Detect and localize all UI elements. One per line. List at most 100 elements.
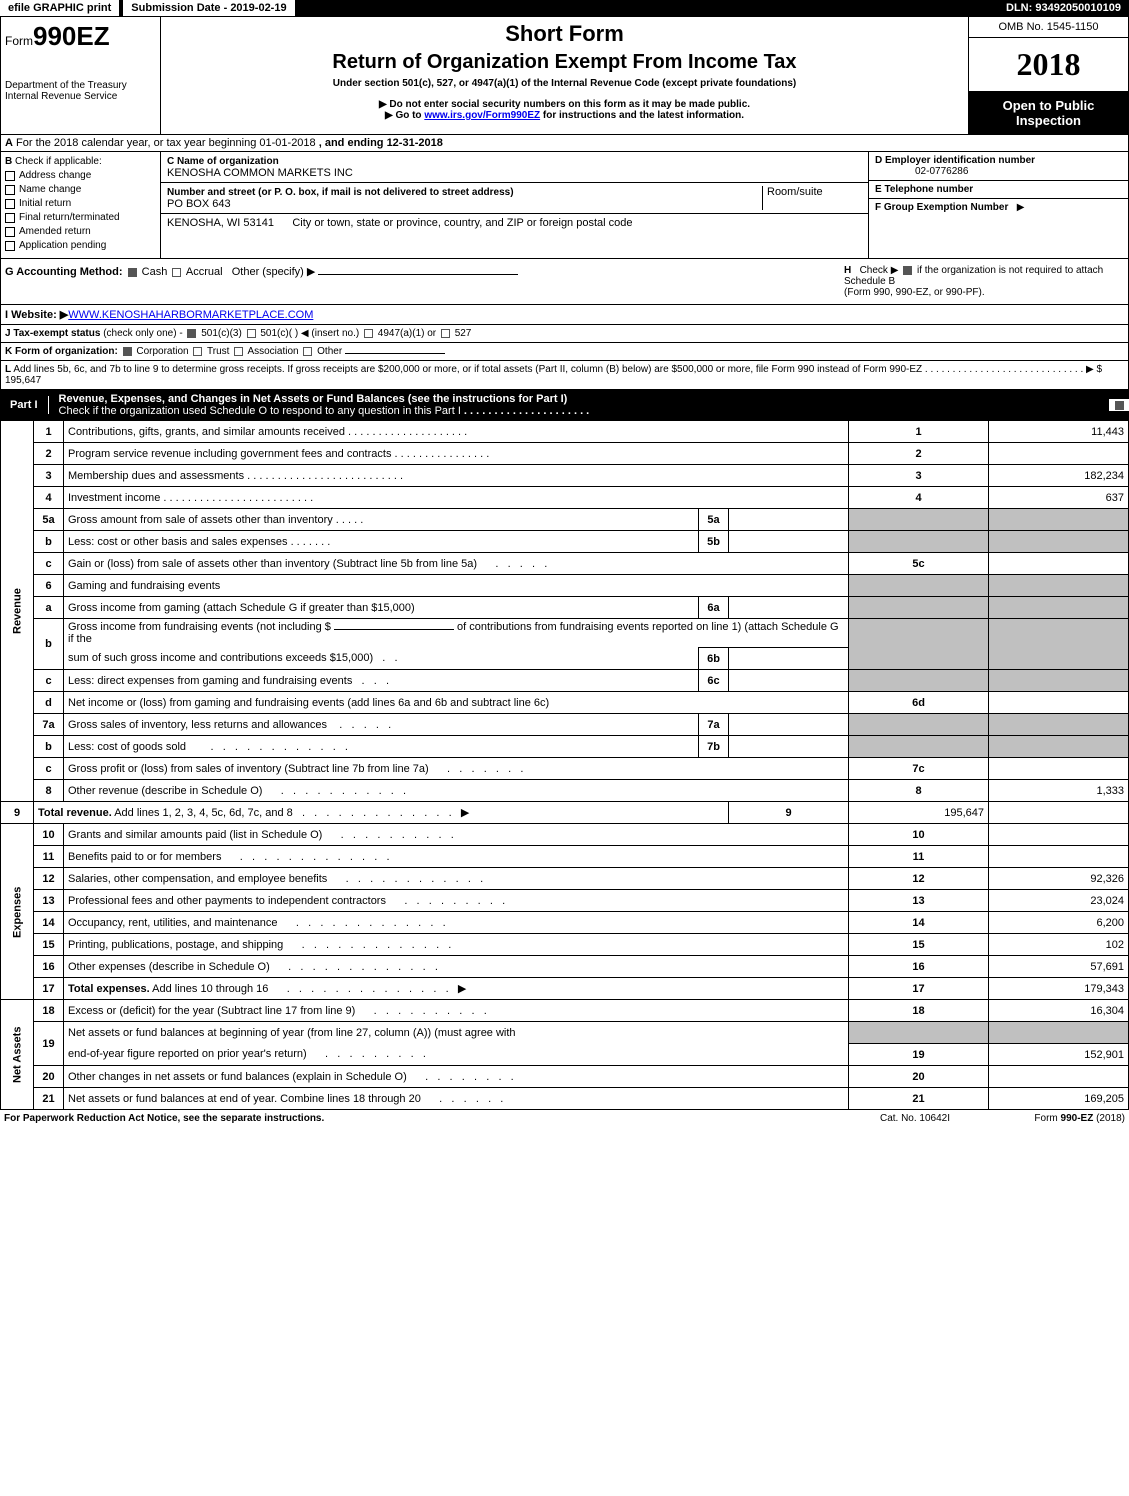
do-not-enter: ▶ Do not enter social security numbers o…	[169, 99, 960, 110]
checkbox-initial-return[interactable]	[5, 199, 15, 209]
org-city: KENOSHA, WI 53141	[167, 217, 274, 229]
section-g-h: G Accounting Method: Cash Accrual Other …	[0, 259, 1129, 305]
line-13: 13 Professional fees and other payments …	[1, 890, 1129, 912]
checkbox-name-change[interactable]	[5, 185, 15, 195]
section-j: J Tax-exempt status (check only one) - 5…	[0, 325, 1129, 343]
omb-number: OMB No. 1545-1150	[969, 17, 1128, 38]
section-b: B Check if applicable: Address change Na…	[1, 152, 161, 258]
group-exemption-label: F Group Exemption Number	[875, 202, 1008, 213]
line-6: 6 Gaming and fundraising events	[1, 575, 1129, 597]
form-header: Form990EZ Department of the Treasury Int…	[0, 16, 1129, 135]
checkbox-accrual[interactable]	[172, 268, 181, 277]
addr-label: Number and street (or P. O. box, if mail…	[167, 187, 514, 198]
part-1-header: Part I Revenue, Expenses, and Changes in…	[0, 390, 1129, 420]
line-5a: 5a Gross amount from sale of assets othe…	[1, 509, 1129, 531]
section-c: C Name of organization KENOSHA COMMON MA…	[161, 152, 868, 258]
checkbox-association[interactable]	[234, 347, 243, 356]
checkbox-trust[interactable]	[193, 347, 202, 356]
org-address: PO BOX 643	[167, 198, 231, 210]
section-k: K Form of organization: Corporation Trus…	[0, 343, 1129, 361]
line-19-1: 19 Net assets or fund balances at beginn…	[1, 1022, 1129, 1044]
checkbox-final-return[interactable]	[5, 213, 15, 223]
line-8: 8 Other revenue (describe in Schedule O)…	[1, 780, 1129, 802]
form-prefix: Form	[5, 34, 33, 48]
top-bar: efile GRAPHIC print Submission Date - 20…	[0, 0, 1129, 16]
line-2: 2 Program service revenue including gove…	[1, 443, 1129, 465]
return-title: Return of Organization Exempt From Incom…	[169, 51, 960, 74]
ein-value: 02-0776286	[875, 166, 968, 177]
checkbox-amended-return[interactable]	[5, 227, 15, 237]
checkbox-527[interactable]	[441, 329, 450, 338]
line-6c: c Less: direct expenses from gaming and …	[1, 670, 1129, 692]
line-14: 14 Occupancy, rent, utilities, and maint…	[1, 912, 1129, 934]
website-link[interactable]: WWW.KENOSHAHARBORMARKETPLACE.COM	[68, 309, 313, 321]
line-15: 15 Printing, publications, postage, and …	[1, 934, 1129, 956]
line-5c: c Gain or (loss) from sale of assets oth…	[1, 553, 1129, 575]
checkbox-501c[interactable]	[247, 329, 256, 338]
goto-instructions: ▶ Go to www.irs.gov/Form990EZ for instru…	[169, 110, 960, 121]
line-17: 17 Total expenses. Add lines 10 through …	[1, 978, 1129, 1000]
paperwork-notice: For Paperwork Reduction Act Notice, see …	[4, 1113, 845, 1124]
dln-number: DLN: 93492050010109	[998, 0, 1129, 16]
short-form-title: Short Form	[169, 21, 960, 47]
part-1-title: Revenue, Expenses, and Changes in Net As…	[49, 390, 1109, 420]
checkbox-other-org[interactable]	[303, 347, 312, 356]
section-a: A For the 2018 calendar year, or tax yea…	[0, 135, 1129, 152]
line-9: 9 Total revenue. Add lines 1, 2, 3, 4, 5…	[1, 802, 1129, 824]
checkbox-4947[interactable]	[364, 329, 373, 338]
dept-irs: Internal Revenue Service	[5, 91, 156, 102]
line-1: Revenue 1 Contributions, gifts, grants, …	[1, 421, 1129, 443]
line-12: 12 Salaries, other compensation, and emp…	[1, 868, 1129, 890]
line-21: 21 Net assets or fund balances at end of…	[1, 1088, 1129, 1110]
form-ref: Form 990-EZ (2018)	[985, 1113, 1125, 1124]
ein-label: D Employer identification number	[875, 155, 1035, 166]
line-5b: b Less: cost or other basis and sales ex…	[1, 531, 1129, 553]
line-6d: d Net income or (loss) from gaming and f…	[1, 692, 1129, 714]
line-3: 3 Membership dues and assessments . . . …	[1, 465, 1129, 487]
city-label: City or town, state or province, country…	[292, 217, 632, 229]
efile-label: efile GRAPHIC print	[0, 0, 119, 16]
section-l: L Add lines 5b, 6c, and 7b to line 9 to …	[0, 361, 1129, 390]
tax-year: 2018	[969, 38, 1128, 92]
line-6a: a Gross income from gaming (attach Sched…	[1, 597, 1129, 619]
open-to-public: Open to PublicInspection	[969, 92, 1128, 134]
line-11: 11 Benefits paid to or for members . . .…	[1, 846, 1129, 868]
net-assets-side-label: Net Assets	[1, 1000, 34, 1110]
revenue-side-label: Revenue	[1, 421, 34, 802]
part-1-label: Part I	[0, 396, 49, 414]
expenses-side-label: Expenses	[1, 824, 34, 1000]
dept-treasury: Department of the Treasury	[5, 80, 156, 91]
line-18: Net Assets 18 Excess or (deficit) for th…	[1, 1000, 1129, 1022]
line-4: 4 Investment income . . . . . . . . . . …	[1, 487, 1129, 509]
info-block: B Check if applicable: Address change Na…	[0, 152, 1129, 259]
part-1-table: Revenue 1 Contributions, gifts, grants, …	[0, 420, 1129, 1110]
line-19-2: end-of-year figure reported on prior yea…	[1, 1044, 1129, 1066]
line-6b-1: b Gross income from fundraising events (…	[1, 619, 1129, 648]
phone-label: E Telephone number	[875, 184, 973, 195]
org-name: KENOSHA COMMON MARKETS INC	[167, 167, 353, 179]
submission-date: Submission Date - 2019-02-19	[123, 0, 294, 16]
org-name-label: C Name of organization	[167, 156, 279, 167]
info-right: D Employer identification number 02-0776…	[868, 152, 1128, 258]
section-i: I Website: ▶WWW.KENOSHAHARBORMARKETPLACE…	[0, 305, 1129, 325]
line-20: 20 Other changes in net assets or fund b…	[1, 1066, 1129, 1088]
under-section: Under section 501(c), 527, or 4947(a)(1)…	[169, 78, 960, 89]
form-number: 990EZ	[33, 21, 110, 51]
room-suite-label: Room/suite	[767, 186, 823, 198]
irs-link[interactable]: www.irs.gov/Form990EZ	[424, 110, 540, 121]
checkbox-corporation[interactable]	[123, 347, 132, 356]
checkbox-cash[interactable]	[128, 268, 137, 277]
line-10: Expenses 10 Grants and similar amounts p…	[1, 824, 1129, 846]
checkbox-application-pending[interactable]	[5, 241, 15, 251]
page-footer: For Paperwork Reduction Act Notice, see …	[0, 1110, 1129, 1127]
checkbox-501c3[interactable]	[187, 329, 196, 338]
line-7b: b Less: cost of goods sold . . . . . . .…	[1, 736, 1129, 758]
line-7a: 7a Gross sales of inventory, less return…	[1, 714, 1129, 736]
line-16: 16 Other expenses (describe in Schedule …	[1, 956, 1129, 978]
line-7c: c Gross profit or (loss) from sales of i…	[1, 758, 1129, 780]
accounting-method-label: G Accounting Method:	[5, 266, 123, 278]
checkbox-schedule-o[interactable]	[1115, 401, 1124, 410]
checkbox-address-change[interactable]	[5, 171, 15, 181]
checkbox-schedule-b[interactable]	[903, 266, 912, 275]
cat-number: Cat. No. 10642I	[845, 1113, 985, 1124]
